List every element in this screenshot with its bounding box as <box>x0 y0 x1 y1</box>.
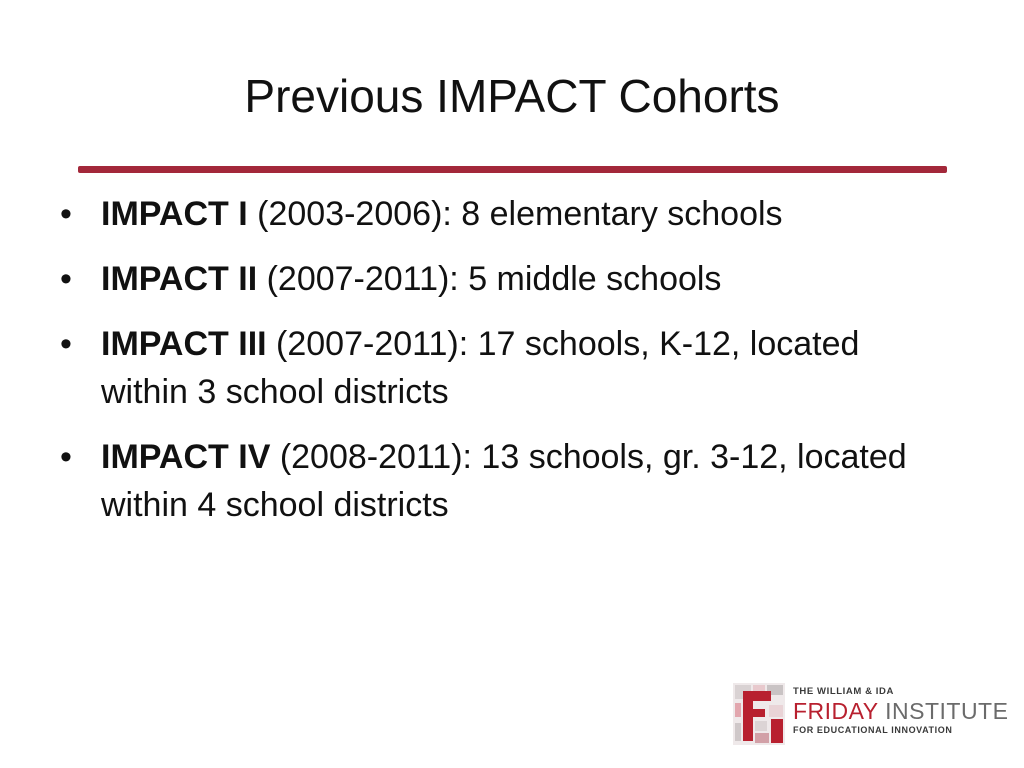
logo-line-educational-innovation: FOR EDUCATIONAL INNOVATION <box>793 725 953 735</box>
friday-institute-logo-icon <box>733 683 785 745</box>
bullet-item-impact-1: • IMPACT I (2003-2006): 8 elementary scho… <box>60 190 940 238</box>
logo-institute: INSTITUTE <box>878 698 1009 724</box>
logo-friday: FRIDAY <box>793 698 879 724</box>
bullet-list: • IMPACT I (2003-2006): 8 elementary scho… <box>60 190 940 546</box>
bullet-label: IMPACT III <box>101 325 267 363</box>
bullet-item-impact-2: • IMPACT II (2007-2011): 5 middle schools <box>60 255 940 303</box>
bullet-item-impact-4: • IMPACT IV (2008-2011): 13 schools, gr. … <box>60 433 940 529</box>
bullet-label: IMPACT IV <box>101 438 271 476</box>
logo-wordmark: THE WILLIAM & IDA FRIDAY INSTITUTE FOR E… <box>793 686 1008 736</box>
bullet-label: IMPACT II <box>101 260 258 298</box>
bullet-text: (2007-2011): 5 middle schools <box>257 260 722 298</box>
bullet-marker: • <box>60 438 72 476</box>
bullet-text: (2007-2011): 17 schools, K-12, located w… <box>101 325 860 411</box>
bullet-text: (2003-2006): 8 elementary schools <box>247 195 783 233</box>
bullet-marker: • <box>60 195 72 233</box>
logo-line-william-ida: THE WILLIAM & IDA <box>793 686 894 697</box>
bullet-text: (2008-2011): 13 schools, gr. 3-12, locat… <box>101 438 907 524</box>
bullet-label: IMPACT I <box>101 195 248 233</box>
bullet-marker: • <box>60 260 72 298</box>
title-divider <box>78 166 947 173</box>
logo-line-friday-institute: FRIDAY INSTITUTE <box>793 698 1008 724</box>
slide-title: Previous IMPACT Cohorts <box>244 70 780 122</box>
bullet-item-impact-3: • IMPACT III (2007-2011): 17 schools, K-1… <box>60 320 940 416</box>
friday-institute-logo: THE WILLIAM & IDA FRIDAY INSTITUTE FOR E… <box>733 683 1008 745</box>
bullet-marker: • <box>60 325 72 363</box>
